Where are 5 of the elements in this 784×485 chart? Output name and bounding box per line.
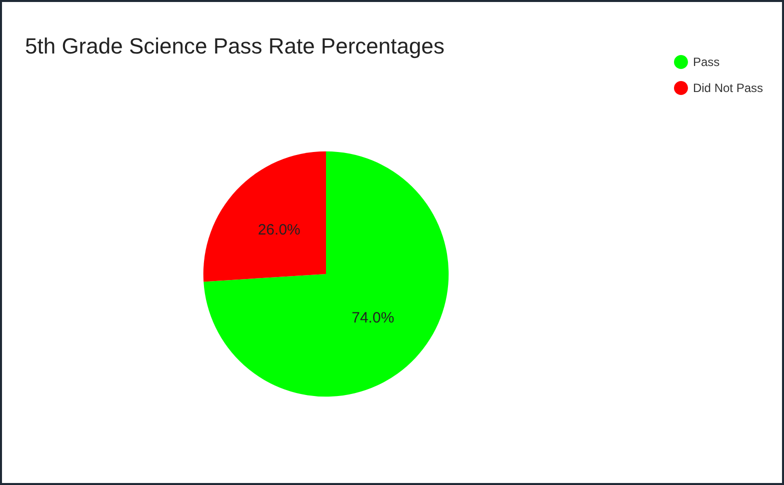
legend-label: Did Not Pass [692,81,764,95]
legend-label: Pass [692,55,720,69]
data-label: 74.0% [352,310,394,327]
chart-title: 5th Grade Science Pass Rate Percentages [25,34,444,58]
data-label: 26.0% [258,221,300,238]
